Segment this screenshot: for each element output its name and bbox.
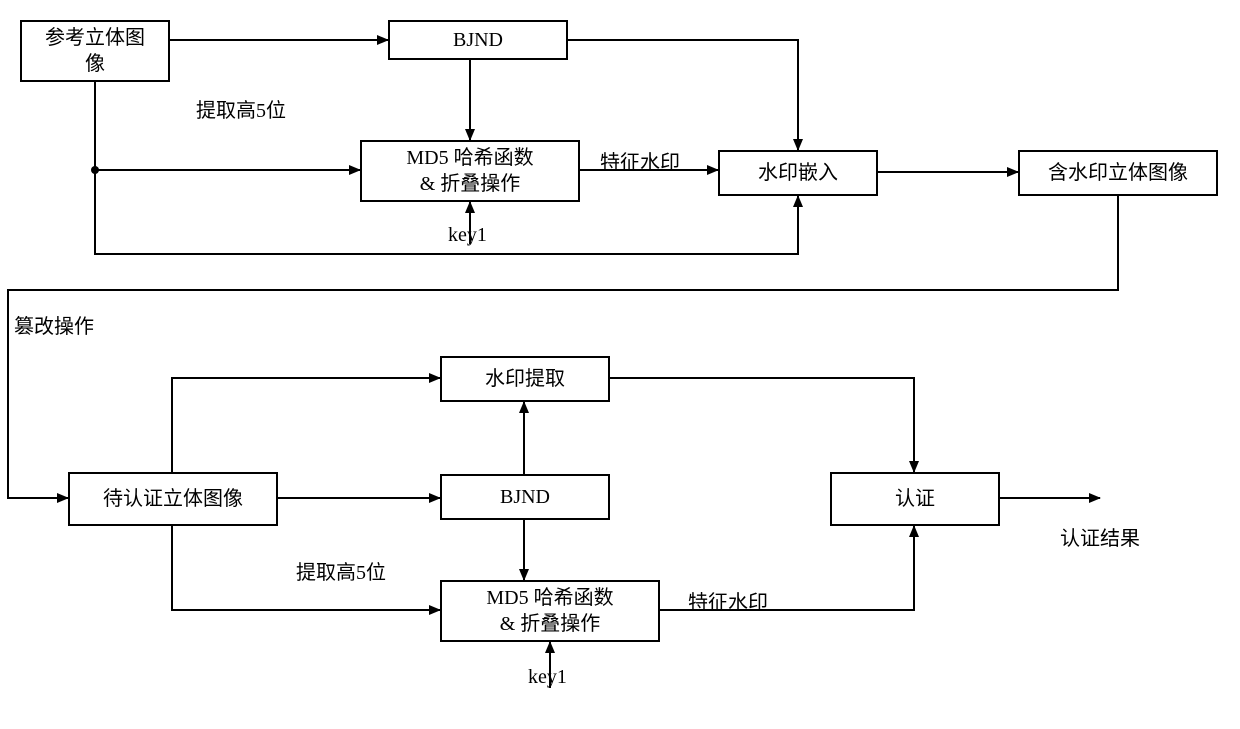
node-label: 水印提取 [485, 366, 565, 392]
node-label: MD5 哈希函数& 折叠操作 [406, 145, 533, 197]
node-label: 参考立体图像 [45, 25, 145, 77]
label-high5-1: 提取高5位 [196, 94, 286, 123]
node-to-auth: 待认证立体图像 [68, 472, 278, 526]
node-label: 认证 [895, 486, 935, 512]
node-label: BJND [500, 484, 550, 510]
label-feature2: 特征水印 [688, 586, 768, 615]
node-extract: 水印提取 [440, 356, 610, 402]
node-bjnd-1: BJND [388, 20, 568, 60]
node-label: MD5 哈希函数& 折叠操作 [486, 585, 613, 637]
node-auth: 认证 [830, 472, 1000, 526]
node-md5-2: MD5 哈希函数& 折叠操作 [440, 580, 660, 642]
label-key1-1: key1 [448, 224, 487, 247]
label-result: 认证结果 [1060, 522, 1140, 551]
node-label: 待认证立体图像 [103, 486, 243, 512]
node-bjnd-2: BJND [440, 474, 610, 520]
node-embed: 水印嵌入 [718, 150, 878, 196]
node-watermarked: 含水印立体图像 [1018, 150, 1218, 196]
node-label: 含水印立体图像 [1048, 160, 1188, 186]
label-feature1: 特征水印 [600, 146, 680, 175]
label-high5-2: 提取高5位 [296, 556, 386, 585]
label-tamper: 篡改操作 [14, 310, 94, 339]
node-label: 水印嵌入 [758, 160, 838, 186]
node-label: BJND [453, 27, 503, 53]
node-md5-1: MD5 哈希函数& 折叠操作 [360, 140, 580, 202]
label-key1-2: key1 [528, 666, 567, 689]
node-ref-image: 参考立体图像 [20, 20, 170, 82]
